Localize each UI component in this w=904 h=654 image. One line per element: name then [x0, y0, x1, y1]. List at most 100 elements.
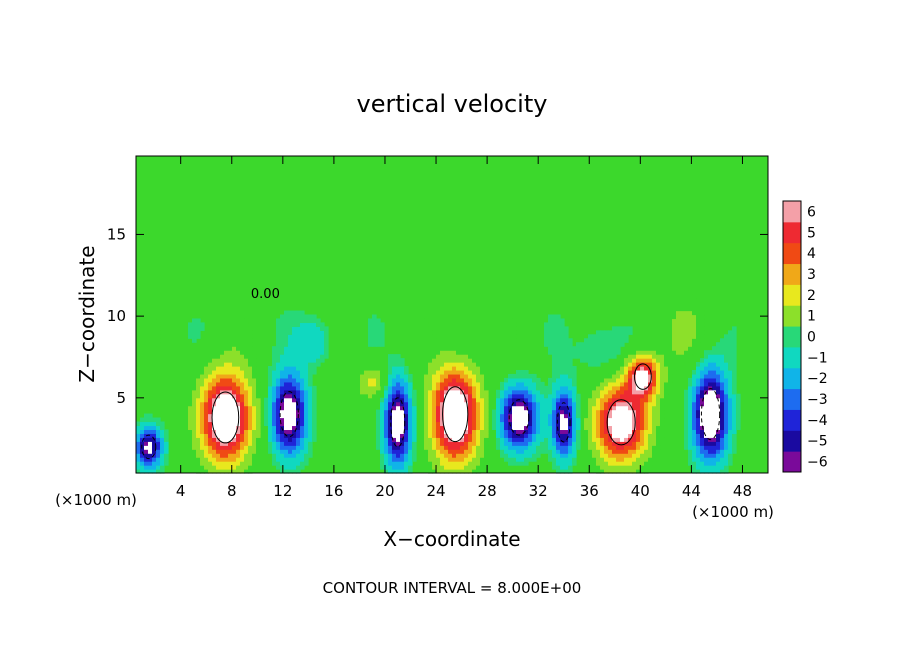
heatmap-cell: [616, 346, 621, 351]
heatmap-cell: [360, 366, 365, 371]
plot-frame: [135, 155, 769, 474]
heatmap-cell: [632, 381, 637, 387]
heatmap-cell: [724, 342, 729, 347]
heatmap-cell: [308, 421, 313, 427]
heatmap-cell: [292, 433, 297, 438]
heatmap-cell: [684, 290, 689, 296]
heatmap-cell: [608, 393, 613, 399]
heatmap-cell: [424, 397, 429, 403]
heatmap-cell: [428, 362, 433, 367]
heatmap-cell: [404, 413, 409, 419]
heatmap-cell: [400, 465, 405, 470]
heatmap-cell: [220, 453, 225, 458]
heatmap-cell: [240, 405, 245, 411]
heatmap-cell: [216, 385, 221, 391]
heatmap-cell: [284, 326, 289, 331]
heatmap-cell: [368, 338, 373, 343]
heatmap-cell: [532, 457, 537, 462]
heatmap-cell: [204, 401, 209, 407]
heatmap-cell: [420, 350, 425, 355]
heatmap-cell: [448, 457, 453, 462]
heatmap-cell: [648, 373, 653, 379]
heatmap-cell: [464, 465, 469, 470]
heatmap-cell: [428, 441, 433, 446]
heatmap-cell: [432, 445, 437, 450]
heatmap-cell: [452, 393, 457, 399]
heatmap-cell: [612, 393, 617, 399]
heatmap-cell: [516, 409, 521, 415]
heatmap-cell: [688, 397, 693, 403]
heatmap-cell: [524, 369, 529, 375]
heatmap-cell: [380, 453, 385, 458]
heatmap-cell: [452, 433, 457, 438]
heatmap-cell: [536, 409, 541, 415]
heatmap-cell: [212, 377, 217, 383]
heatmap-cell: [520, 461, 525, 466]
heatmap-cell: [304, 326, 309, 331]
heatmap-cell: [396, 413, 401, 419]
heatmap-cell: [556, 437, 561, 442]
heatmap-cell: [560, 362, 565, 367]
heatmap-cell: [136, 469, 141, 474]
heatmap-cell: [564, 334, 569, 339]
heatmap-cell: [560, 358, 565, 363]
heatmap-cell: [432, 461, 437, 466]
heatmap-cell: [696, 413, 701, 419]
heatmap-cell: [356, 369, 361, 375]
heatmap-cell: [292, 377, 297, 383]
heatmap-cell: [548, 342, 553, 347]
heatmap-cell: [636, 441, 641, 446]
heatmap-cell: [428, 377, 433, 383]
heatmap-cell: [616, 413, 621, 419]
heatmap-cell: [312, 330, 317, 335]
heatmap-cell: [484, 401, 489, 407]
heatmap-cell: [548, 318, 553, 324]
heatmap-cell: [720, 445, 725, 450]
heatmap-cell: [288, 413, 293, 419]
heatmap-cell: [460, 449, 465, 454]
heatmap-cell: [296, 469, 301, 474]
heatmap-cell: [596, 338, 601, 343]
heatmap-cell: [524, 425, 529, 431]
heatmap-cell: [604, 397, 609, 403]
heatmap-cell: [388, 469, 393, 474]
heatmap-cell: [288, 354, 293, 359]
heatmap-cell: [628, 413, 633, 419]
heatmap-cell: [420, 413, 425, 419]
heatmap-cell: [384, 385, 389, 391]
heatmap-cell: [576, 437, 581, 442]
heatmap-cell: [276, 354, 281, 359]
heatmap-cell: [396, 469, 401, 474]
heatmap-cell: [500, 413, 505, 419]
heatmap-cell: [456, 369, 461, 375]
heatmap-cell: [384, 461, 389, 466]
heatmap-cell: [420, 381, 425, 387]
heatmap-cell: [388, 397, 393, 403]
heatmap-cell: [608, 441, 613, 446]
heatmap-cell: [304, 457, 309, 462]
heatmap-cell: [480, 405, 485, 411]
heatmap-cell: [624, 358, 629, 363]
heatmap-cell: [288, 322, 293, 327]
heatmap-cell: [148, 433, 153, 438]
heatmap-cell: [632, 350, 637, 355]
heatmap-cell: [240, 421, 245, 427]
heatmap-cell: [184, 433, 189, 438]
heatmap-cell: [660, 326, 665, 331]
heatmap-cell: [652, 425, 657, 431]
heatmap-cell: [440, 437, 445, 442]
heatmap-cell: [624, 449, 629, 454]
heatmap-cell: [672, 306, 677, 312]
heatmap-cell: [324, 350, 329, 355]
heatmap-cell: [300, 429, 305, 434]
heatmap-cell: [364, 366, 369, 371]
heatmap-cell: [528, 453, 533, 458]
heatmap-cell: [700, 373, 705, 379]
heatmap-cell: [228, 429, 233, 434]
heatmap-cell: [252, 417, 257, 423]
heatmap-cell: [240, 358, 245, 363]
heatmap-cell: [444, 469, 449, 474]
heatmap-cell: [396, 393, 401, 399]
heatmap-cell: [728, 334, 733, 339]
heatmap-cell: [232, 366, 237, 371]
